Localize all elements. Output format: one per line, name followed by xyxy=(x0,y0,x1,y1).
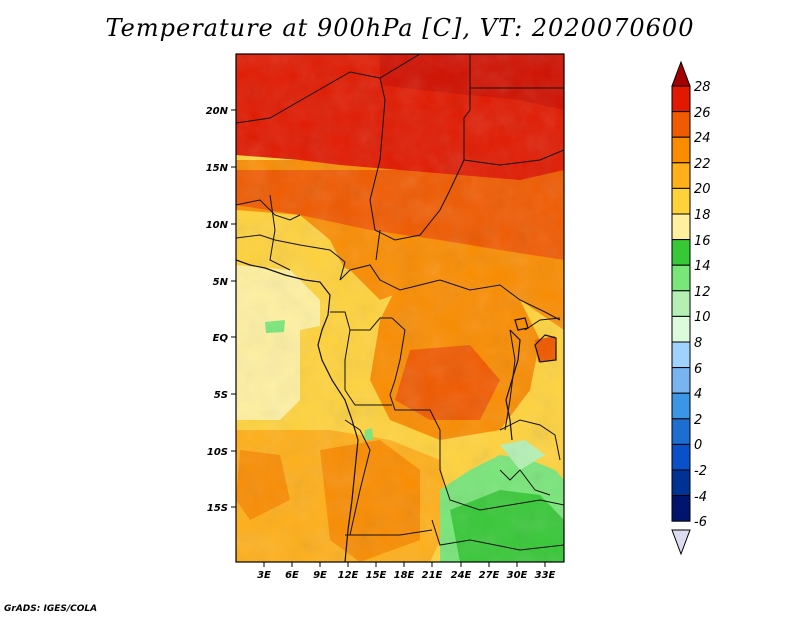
colorbar: 28 26 24 22 20 18 16 14 12 10 8 6 4 2 0 … xyxy=(671,60,711,556)
colorbar-label: 16 xyxy=(694,234,711,249)
lon-tick-label: 12E xyxy=(338,570,359,581)
lat-tick-label: 15N xyxy=(206,163,229,174)
colorbar-segment xyxy=(671,213,691,241)
colorbar-label: 28 xyxy=(694,80,711,95)
colorbar-cap-top xyxy=(671,60,691,87)
colorbar-label: -4 xyxy=(694,490,707,505)
colorbar-label: -6 xyxy=(694,515,707,530)
colorbar-label: 4 xyxy=(694,387,702,402)
colorbar-segment xyxy=(671,367,691,394)
colorbar-segment xyxy=(671,239,691,266)
lon-tick-label: 30E xyxy=(507,570,528,581)
longitude-axis: 3E 6E 9E 12E 15E 18E 21E 24E 27E 30E 33E xyxy=(257,562,556,581)
colorbar-segment xyxy=(671,315,691,343)
colorbar-label: 6 xyxy=(694,362,702,377)
colorbar-segment xyxy=(671,136,691,164)
lat-tick-label: 10N xyxy=(206,220,229,231)
latitude-axis: 20N 15N 10N 5N EQ 5S 10S 15S xyxy=(206,106,236,514)
lon-tick-label: 27E xyxy=(479,570,500,581)
lat-tick-label: 5S xyxy=(214,390,228,401)
colorbar-label: -2 xyxy=(694,464,707,479)
lon-tick-label: 21E xyxy=(422,570,443,581)
grads-credit: GrADS: IGES/COLA xyxy=(4,604,98,614)
lon-tick-label: 9E xyxy=(313,570,327,581)
colorbar-segment xyxy=(671,392,691,420)
colorbar-segment xyxy=(671,85,691,113)
lat-tick-label: EQ xyxy=(213,333,229,344)
colorbar-segment xyxy=(671,443,691,471)
colorbar-segment xyxy=(671,495,691,522)
colorbar-label: 0 xyxy=(694,438,702,453)
lat-tick-label: 5N xyxy=(213,277,229,288)
colorbar-label: 2 xyxy=(694,413,702,428)
lat-tick-label: 20N xyxy=(206,106,229,117)
map-frame xyxy=(235,53,565,563)
colorbar-segment xyxy=(671,290,691,317)
colorbar-segment xyxy=(671,469,691,497)
coastline xyxy=(236,259,557,562)
colorbar-label: 22 xyxy=(694,157,711,172)
colorbar-label: 18 xyxy=(694,208,711,223)
colorbar-segment xyxy=(671,264,691,292)
colorbar-label: 8 xyxy=(694,336,702,351)
temperature-field xyxy=(236,54,564,562)
lat-tick-label: 15S xyxy=(207,503,228,514)
lon-tick-label: 18E xyxy=(394,570,415,581)
colorbar-segment xyxy=(671,187,691,215)
colorbar-segment xyxy=(671,162,691,189)
colorbar-label: 10 xyxy=(694,310,711,325)
colorbar-label: 20 xyxy=(694,182,711,197)
colorbar-cap-bottom xyxy=(671,529,691,556)
lon-tick-label: 3E xyxy=(257,570,271,581)
colorbar-label: 26 xyxy=(694,106,711,121)
country-borders xyxy=(236,54,564,551)
lon-tick-label: 24E xyxy=(451,570,472,581)
lon-tick-label: 33E xyxy=(535,570,556,581)
chart-title: Temperature at 900hPa [C], VT: 202007060… xyxy=(105,14,695,42)
lon-tick-label: 6E xyxy=(285,570,299,581)
colorbar-label: 14 xyxy=(694,259,711,274)
colorbar-label: 24 xyxy=(694,131,711,146)
lon-tick-label: 15E xyxy=(366,570,387,581)
colorbar-label: 12 xyxy=(694,285,711,300)
lat-tick-label: 10S xyxy=(207,447,228,458)
colorbar-segment xyxy=(671,418,691,445)
colorbar-segment xyxy=(671,111,691,138)
colorbar-segment xyxy=(671,341,691,369)
